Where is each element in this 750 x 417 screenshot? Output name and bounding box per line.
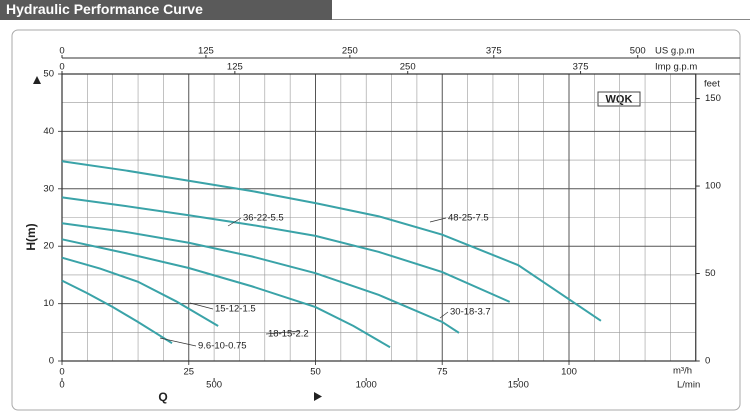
secondary-tick-label: 250 <box>342 46 358 57</box>
leader-line <box>227 217 242 227</box>
x-tick-label: 0 <box>59 367 64 378</box>
leader-line <box>159 337 197 347</box>
axis-unit: feet <box>704 79 720 90</box>
secondary-tick-label: 375 <box>573 62 589 73</box>
y2-tick-label: 0 <box>705 356 710 367</box>
y-tick-label: 10 <box>43 298 54 309</box>
secondary-tick-label: 500 <box>206 380 222 391</box>
secondary-tick-label: 500 <box>630 46 646 57</box>
x-tick-label: 25 <box>183 367 194 378</box>
y-tick-label: 0 <box>49 356 54 367</box>
curve-label: 30-18-3.7 <box>450 307 491 318</box>
secondary-tick-label: 0 <box>59 46 64 57</box>
y2-tick-label: 150 <box>705 93 721 104</box>
curve <box>61 222 460 334</box>
curve-label: 18-15-2.2 <box>268 329 309 340</box>
chart-title: Hydraulic Performance Curve <box>6 1 203 17</box>
x-unit: m³/h <box>673 366 692 377</box>
curve-label: 15-12-1.5 <box>215 304 256 315</box>
leader-line <box>265 330 301 335</box>
secondary-tick-label: 1000 <box>356 380 377 391</box>
leader-line <box>189 302 214 310</box>
curve-label: 9.6-10-0.75 <box>198 341 247 352</box>
x-tick-label: 100 <box>561 367 577 378</box>
secondary-tick-label: 125 <box>198 46 214 57</box>
axis-unit: L/min <box>677 380 700 391</box>
x-arrow <box>314 392 322 401</box>
curve-label: 48-25-7.5 <box>448 213 489 224</box>
secondary-tick-label: 125 <box>227 62 243 73</box>
y-tick-label: 20 <box>43 241 54 252</box>
y2-tick-label: 100 <box>705 181 721 192</box>
model-label: WQK <box>606 93 633 105</box>
y-tick-label: 40 <box>43 126 54 137</box>
secondary-tick-label: 1500 <box>508 380 529 391</box>
curve-label: 36-22-5.5 <box>243 213 284 224</box>
y-tick-label: 30 <box>43 183 54 194</box>
leader-line <box>439 311 449 319</box>
curve <box>61 196 511 303</box>
curve <box>61 256 219 327</box>
y-axis-title: H(m) <box>24 223 38 250</box>
curve <box>61 160 602 322</box>
y2-tick-label: 50 <box>705 268 716 279</box>
secondary-tick-label: 250 <box>400 62 416 73</box>
x-axis-title: Q <box>158 390 167 404</box>
frame <box>11 29 741 411</box>
curve <box>61 238 391 349</box>
leader-line <box>429 217 447 223</box>
secondary-tick-label: 0 <box>59 62 64 73</box>
y-arrow <box>33 76 41 84</box>
secondary-tick-label: 375 <box>486 46 502 57</box>
axis-unit: Imp g.p.m <box>655 62 697 73</box>
x-tick-label: 50 <box>310 367 321 378</box>
y-tick-label: 50 <box>43 69 54 80</box>
x-tick-label: 75 <box>437 367 448 378</box>
axis-unit: US g.p.m <box>655 46 695 57</box>
curve <box>61 279 173 345</box>
secondary-tick-label: 0 <box>59 380 64 391</box>
header-bar <box>0 0 332 20</box>
